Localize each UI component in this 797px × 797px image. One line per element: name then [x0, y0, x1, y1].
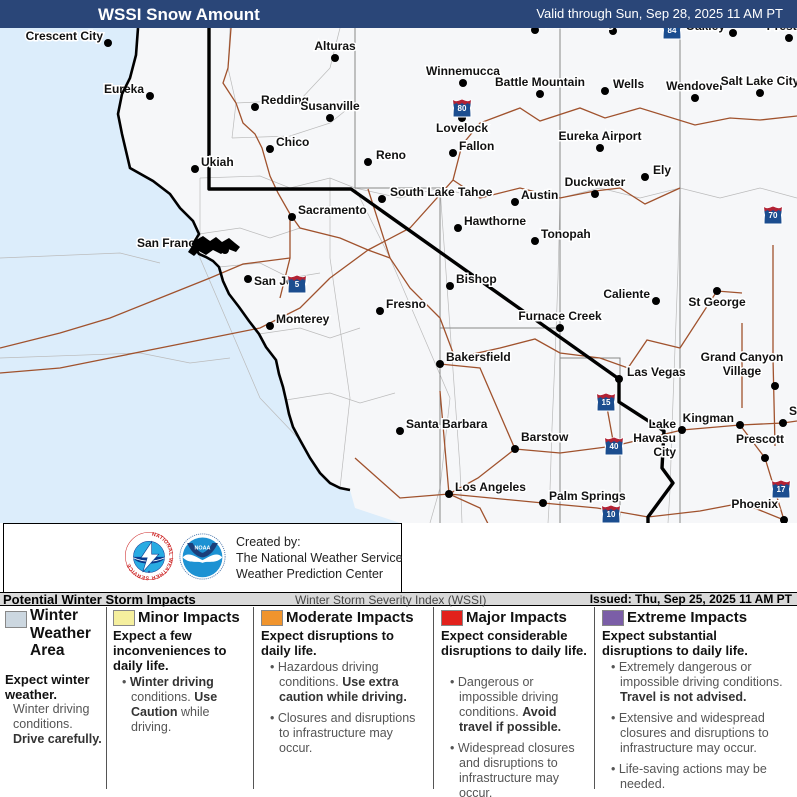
svg-text:70: 70	[769, 211, 778, 220]
svg-text:Austin: Austin	[521, 188, 558, 202]
svg-text:Palm Springs: Palm Springs	[549, 489, 626, 503]
svg-text:Kingman: Kingman	[683, 411, 734, 425]
svg-text:Lake: Lake	[649, 417, 677, 431]
svg-text:Tonopah: Tonopah	[541, 227, 591, 241]
svg-text:Oakley: Oakley	[686, 28, 726, 33]
svg-text:Salt Lake City: Salt Lake City	[721, 74, 797, 88]
svg-text:80: 80	[458, 104, 467, 113]
svg-text:★: ★	[147, 569, 151, 574]
svg-text:Owyhee: Owyhee	[590, 28, 636, 29]
svg-text:Seligman: Seligman	[789, 404, 797, 418]
svg-text:Lovelock: Lovelock	[436, 121, 488, 135]
svg-text:Grand Canyon: Grand Canyon	[701, 350, 784, 364]
svg-text:Eureka Airport: Eureka Airport	[559, 129, 642, 143]
svg-text:Ukiah: Ukiah	[201, 155, 234, 169]
svg-text:Susanville: Susanville	[300, 99, 360, 113]
svg-text:Bishop: Bishop	[456, 272, 497, 286]
svg-text:Fallon: Fallon	[459, 139, 494, 153]
svg-text:Caliente: Caliente	[603, 287, 650, 301]
svg-text:Duckwater: Duckwater	[565, 175, 626, 189]
svg-text:Wells: Wells	[613, 77, 644, 91]
svg-text:NOAA: NOAA	[195, 545, 211, 551]
svg-text:St George: St George	[688, 295, 746, 309]
svg-text:Battle Mountain: Battle Mountain	[495, 75, 585, 89]
svg-text:15: 15	[602, 398, 611, 407]
svg-text:Bakersfield: Bakersfield	[446, 350, 511, 364]
svg-text:5: 5	[295, 280, 300, 289]
svg-text:Wendover: Wendover	[666, 79, 724, 93]
svg-text:17: 17	[777, 485, 786, 494]
svg-text:Winnemucca: Winnemucca	[426, 64, 500, 78]
svg-text:Reno: Reno	[376, 148, 406, 162]
svg-text:Hawthorne: Hawthorne	[464, 214, 526, 228]
svg-text:City: City	[653, 445, 676, 459]
svg-text:Los Angeles: Los Angeles	[455, 480, 526, 494]
svg-text:Barstow: Barstow	[521, 430, 569, 444]
svg-text:Fresno: Fresno	[386, 297, 426, 311]
svg-text:Furnace Creek: Furnace Creek	[518, 309, 602, 323]
svg-text:Santa Barbara: Santa Barbara	[406, 417, 488, 431]
svg-text:10: 10	[607, 510, 616, 519]
svg-text:Prescott: Prescott	[736, 432, 784, 446]
svg-text:Havasu: Havasu	[633, 431, 676, 445]
svg-text:Alturas: Alturas	[314, 39, 356, 53]
svg-text:40: 40	[610, 442, 619, 451]
svg-text:Las Vegas: Las Vegas	[627, 365, 686, 379]
svg-text:Crescent City: Crescent City	[26, 29, 104, 43]
svg-text:Sacramento: Sacramento	[298, 203, 367, 217]
svg-text:84: 84	[668, 28, 677, 35]
svg-text:Monterey: Monterey	[276, 312, 330, 326]
svg-text:Preston: Preston	[767, 28, 797, 33]
svg-text:Phoenix: Phoenix	[731, 497, 778, 511]
svg-text:Chico: Chico	[276, 135, 309, 149]
svg-text:Village: Village	[723, 364, 762, 378]
svg-text:South Lake Tahoe: South Lake Tahoe	[390, 185, 493, 199]
svg-text:Ely: Ely	[653, 163, 671, 177]
